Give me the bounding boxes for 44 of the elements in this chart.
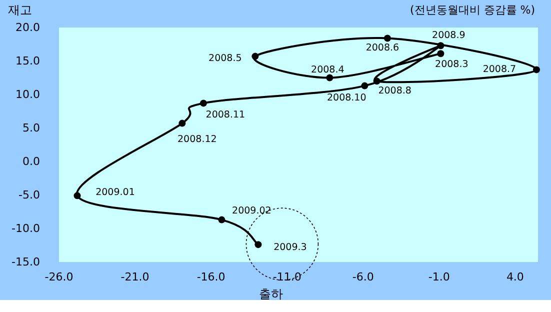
point bbox=[218, 216, 226, 224]
y-tick-label: -15.0 bbox=[12, 256, 40, 268]
annotation: 2009.3 bbox=[274, 242, 307, 254]
text: (전년동월대비 증감률 %) bbox=[410, 4, 535, 16]
annotation: 2009.02 bbox=[232, 205, 272, 216]
point bbox=[361, 82, 368, 90]
x-tick-label: -21.0 bbox=[120, 270, 150, 284]
x-tick-label: -26.0 bbox=[44, 270, 74, 284]
annotation: 2008.4 bbox=[311, 64, 344, 76]
annotation: 2008.9 bbox=[432, 30, 466, 42]
point bbox=[254, 241, 262, 248]
point bbox=[252, 52, 259, 60]
y-tick-label: 0.0 bbox=[22, 155, 40, 168]
x-tick-label: -11.0 bbox=[272, 270, 302, 284]
y-tick-label: 10.0 bbox=[16, 88, 40, 101]
x-tick-label: -1.0 bbox=[428, 270, 450, 284]
point bbox=[532, 66, 540, 74]
y-tick-label: -10.0 bbox=[12, 222, 40, 235]
point bbox=[178, 120, 186, 127]
point bbox=[74, 192, 81, 200]
point bbox=[200, 100, 207, 107]
annotation: 2008.7 bbox=[482, 64, 516, 76]
annotation: 2008.6 bbox=[366, 42, 400, 54]
point bbox=[437, 50, 444, 58]
point bbox=[384, 34, 391, 42]
y-tick-label: 5.0 bbox=[22, 122, 40, 134]
annotation: 2008.3 bbox=[435, 59, 468, 70]
x-tick-label: 4.0 bbox=[506, 270, 524, 284]
point bbox=[373, 78, 380, 85]
x-tick-label: -16.0 bbox=[196, 270, 226, 284]
annotation: 2008.11 bbox=[206, 110, 246, 121]
annotation: 2008.12 bbox=[178, 134, 217, 145]
x-tick-label: -6.0 bbox=[352, 270, 374, 284]
point bbox=[326, 74, 334, 82]
y-axis-title: 재고 bbox=[8, 3, 32, 17]
annotation: 2008.8 bbox=[378, 86, 412, 97]
annotation: 2009.01 bbox=[96, 187, 135, 198]
x-axis-title: 출하 bbox=[259, 287, 284, 301]
y-tick-label: 15.0 bbox=[16, 54, 40, 68]
annotation: 2008.5 bbox=[208, 52, 242, 64]
point bbox=[437, 42, 444, 50]
y-tick-label: -5.0 bbox=[18, 188, 40, 202]
y-tick-label: 20.0 bbox=[16, 21, 40, 34]
annotation: 2008.10 bbox=[327, 92, 366, 104]
